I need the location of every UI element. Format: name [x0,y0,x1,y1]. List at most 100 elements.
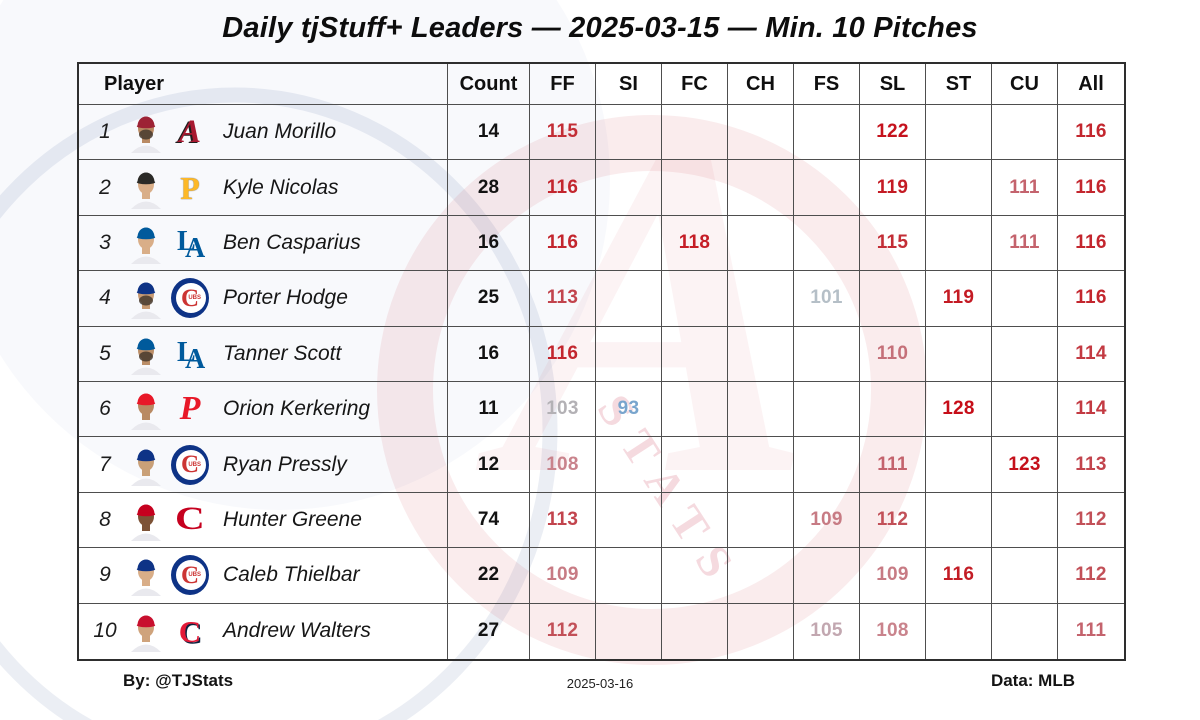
count-cell: 28 [448,160,530,216]
rank-label: 6 [99,397,111,421]
stat-cell-all: 112 [1058,493,1124,549]
stat-cell-fs [794,548,860,604]
stat-cell-si [596,492,662,549]
stat-cell-sl: 110 [860,326,926,382]
stat-cell-st [926,105,992,161]
col-header-all: All [1058,64,1124,105]
player-name: Kyle Nicolas [223,175,339,199]
stat-cell-fc [662,326,728,382]
stat-cell-cu [992,326,1058,382]
player-headshot-icon [129,499,163,541]
count-cell: 22 [448,548,530,604]
stat-cell-ch [728,105,794,161]
stat-cell-ff: 112 [530,603,596,659]
stat-cell-all: 114 [1058,382,1124,438]
stat-cell-si [596,105,662,161]
stat-cell-ff: 109 [530,548,596,604]
stat-cell-ch [728,382,794,438]
player-name: Ryan Pressly [223,452,347,476]
team-logo-cin-icon: C [171,501,209,539]
stat-cell-cu [992,382,1058,438]
stat-cell-fc [662,382,728,438]
count-cell: 74 [448,492,530,549]
stat-cell-fc [662,160,728,216]
count-cell: 16 [448,215,530,272]
stat-cell-si [596,160,662,216]
page-title: Daily tjStuff+ Leaders — 2025-03-15 — Mi… [222,12,978,44]
player-headshot-icon [129,388,163,431]
stat-cell-fs [794,437,860,493]
rank-label: 7 [99,452,111,476]
player-name: Juan Morillo [223,120,337,144]
stat-cell-fs [794,105,860,161]
stat-cell-ch [728,215,794,272]
stat-cell-cu [992,492,1058,549]
cin-glyph: C [175,501,205,538]
col-header-fs: FS [794,64,860,105]
rank-label: 4 [99,286,111,310]
stat-cell-ff: 116 [530,160,596,216]
footer-generated-date: 2025-03-16 [566,676,634,691]
cubs-c-glyph: C [180,451,200,479]
stat-cell-ch [728,160,794,216]
rank-label: 8 [99,507,111,531]
stat-cell-cu: 111 [992,215,1058,272]
stat-cell-fc [662,437,728,493]
stat-cell-fc [662,603,728,659]
player-name: Caleb Thielbar [223,563,360,587]
stat-cell-ff: 108 [530,437,596,493]
cubs-ring-icon [176,283,206,314]
stat-cell-fs: 109 [794,492,860,549]
stat-cell-all: 116 [1058,216,1124,272]
col-header-sl: SL [860,64,926,105]
cubs-c-glyph: C [180,284,200,312]
player-cell: 6 P Orion Kerkering [79,382,448,438]
rank-label: 10 [93,619,117,643]
stat-cell-fc: 118 [662,215,728,272]
stat-cell-all: 116 [1058,160,1124,216]
player-name: Tanner Scott [223,341,342,365]
stat-cell-si: 93 [596,382,662,438]
footer-author: By: @TJStats [123,671,234,690]
col-header-st: ST [926,64,992,105]
stat-cell-st: 128 [926,382,992,438]
stat-cell-si [596,548,662,604]
stat-cell-sl: 115 [860,215,926,272]
stat-cell-si [596,437,662,493]
col-header-si: SI [596,64,662,105]
player-cell: 3 L A Ben Casparius [79,215,448,272]
stat-cell-sl: 108 [860,603,926,659]
col-header-cu: CU [992,64,1058,105]
stat-cell-sl: 119 [860,160,926,216]
rank-label: 9 [99,563,111,587]
player-cell: 10 C Andrew Walters [79,603,448,659]
stat-cell-ch [728,548,794,604]
stat-cell-ch [728,271,794,327]
stat-cell-ch [728,437,794,493]
stat-cell-ff: 113 [530,271,596,327]
stat-cell-st [926,215,992,272]
col-header-player: Player [79,64,448,105]
player-name: Porter Hodge [223,286,348,310]
cubs-ubs-text: UBS [188,572,201,579]
stat-cell-fs [794,382,860,438]
stat-cell-sl: 111 [860,437,926,493]
stat-cell-fc [662,548,728,604]
count-cell: 11 [448,382,530,438]
player-cell: 9 C UBS Caleb Thielbar [79,548,448,604]
team-logo-chc-icon: C UBS [171,278,209,319]
count-cell: 25 [448,271,530,327]
player-name: Andrew Walters [223,619,371,643]
team-logo-ari-icon: A [171,113,209,151]
stat-cell-si [596,603,662,659]
cubs-disc-icon: C UBS [171,444,209,485]
col-header-count: Count [448,64,530,105]
stat-cell-st [926,603,992,659]
ari-glyph: A [178,113,201,150]
footer-data-source: Data: MLB [990,671,1075,690]
player-headshot-icon [129,222,163,264]
player-headshot-icon [129,167,163,209]
